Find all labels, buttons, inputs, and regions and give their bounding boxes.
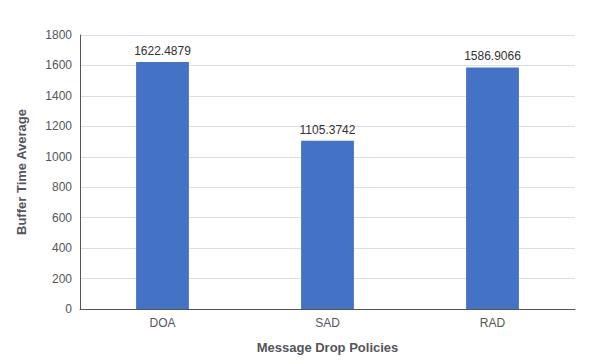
svg-text:1600: 1600 xyxy=(45,58,72,72)
svg-text:0: 0 xyxy=(65,302,72,316)
svg-text:1586.9066: 1586.9066 xyxy=(464,49,521,63)
svg-text:600: 600 xyxy=(52,211,72,225)
svg-text:DOA: DOA xyxy=(149,316,175,330)
svg-text:400: 400 xyxy=(52,241,72,255)
svg-text:1622.4879: 1622.4879 xyxy=(134,44,191,58)
svg-text:1200: 1200 xyxy=(45,119,72,133)
svg-text:1800: 1800 xyxy=(45,28,72,42)
svg-text:SAD: SAD xyxy=(315,316,340,330)
svg-text:Buffer Time Average: Buffer Time Average xyxy=(14,109,29,235)
svg-text:200: 200 xyxy=(52,272,72,286)
svg-text:RAD: RAD xyxy=(480,316,506,330)
svg-text:1400: 1400 xyxy=(45,89,72,103)
svg-text:1105.3742: 1105.3742 xyxy=(300,123,356,137)
svg-text:1000: 1000 xyxy=(45,150,72,164)
svg-text:800: 800 xyxy=(52,180,72,194)
svg-text:Message Drop Policies: Message Drop Policies xyxy=(257,340,399,355)
